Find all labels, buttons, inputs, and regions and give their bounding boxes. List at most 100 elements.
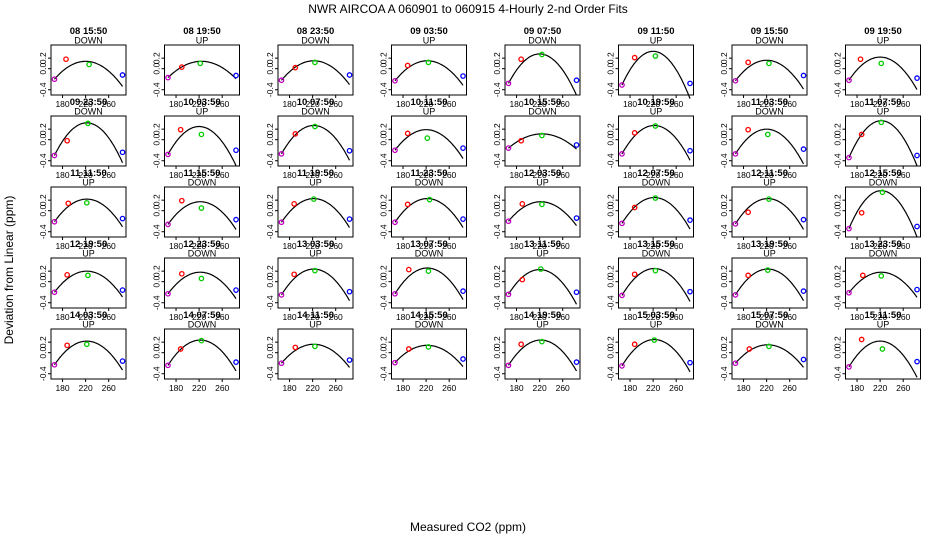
data-point-cal-mid2 [652, 267, 659, 274]
y-tick-label: 0.0 [265, 63, 275, 75]
y-tick-label: 0.2 [606, 52, 616, 64]
x-tick-label: 220 [419, 99, 433, 109]
data-point-cal-high [346, 72, 353, 78]
y-tick-label: 0.2 [492, 194, 502, 206]
x-tick-label: 260 [783, 170, 797, 180]
panel-frame [50, 186, 127, 238]
panel-title: 09 03:50 [410, 26, 448, 37]
panel-frame [391, 328, 467, 380]
data-point-cal-low [732, 360, 739, 367]
x-tick-label: 260 [783, 383, 797, 393]
x-tick-label: 260 [896, 383, 910, 393]
panel-frame [731, 186, 808, 238]
panel-frame [277, 44, 354, 96]
y-tick-label: 0.0 [265, 134, 275, 146]
panel-title: 13 11:50 [524, 239, 561, 250]
x-tick-label: 220 [646, 312, 660, 322]
x-tick-label: 180 [736, 312, 750, 322]
x-tick-label: 220 [873, 241, 887, 251]
x-tick-label: 180 [282, 99, 296, 109]
panel-title: 15 03:50 [637, 310, 675, 321]
panel-frame [618, 257, 694, 309]
x-tick-label: 220 [306, 99, 320, 109]
panel-direction-label: DOWN [188, 249, 217, 259]
y-tick-label: 0.2 [833, 52, 843, 64]
x-tick-label: 180 [282, 312, 296, 322]
data-point-cal-low [51, 152, 58, 159]
data-point-cal-low [732, 151, 739, 157]
x-tick-label: 220 [873, 99, 887, 109]
data-point-cal-mid2 [652, 123, 659, 129]
panel-title: 15 11:50 [865, 310, 902, 321]
panel-frame [618, 186, 694, 238]
x-tick-label: 180 [736, 170, 750, 180]
data-point-cal-high [119, 358, 126, 364]
fit-curve [280, 124, 351, 161]
panel-direction-label: UP [536, 249, 549, 259]
x-tick-label: 260 [556, 383, 570, 393]
y-tick-label: 0.2 [492, 336, 502, 348]
panel-direction-label: DOWN [642, 249, 671, 259]
y-tick-label: -0.4 [606, 82, 616, 97]
y-tick-label: -0.4 [833, 295, 843, 310]
panel-direction-label: DOWN [755, 107, 784, 117]
x-tick-label: 180 [623, 383, 637, 393]
x-tick-label: 260 [102, 241, 116, 251]
data-point-cal-low [165, 74, 171, 81]
data-point-cal-low [51, 76, 58, 83]
panel-frame [504, 328, 581, 380]
y-tick-label: -0.4 [265, 153, 275, 168]
data-point-cal-low [392, 290, 398, 297]
y-tick-label: -0.4 [833, 366, 843, 381]
fit-curve [53, 122, 124, 164]
data-point-cal-mid2 [312, 343, 318, 350]
data-point-cal-mid1 [405, 266, 412, 273]
y-tick-label: -0.4 [379, 224, 389, 239]
y-tick-label: -0.4 [38, 153, 48, 168]
y-tick-label: 0.2 [492, 123, 502, 135]
y-tick-label: 0.0 [833, 276, 843, 288]
chart-title: NWR AIRCOA A 060901 to 060915 4-Hourly 2… [308, 2, 628, 16]
data-point-cal-mid2 [651, 337, 658, 343]
x-tick-label: 260 [329, 241, 343, 251]
panel-direction-label: UP [536, 320, 549, 330]
x-tick-label: 260 [215, 241, 229, 251]
data-point-cal-high [119, 287, 126, 293]
data-point-cal-mid1 [63, 56, 69, 63]
fit-curve [167, 271, 237, 300]
panel-direction-label: DOWN [642, 178, 671, 188]
x-tick-label: 220 [192, 170, 206, 180]
data-point-cal-high [233, 72, 239, 79]
fit-curve [848, 271, 918, 298]
panel-frame [50, 257, 127, 309]
data-point-cal-mid1 [404, 62, 411, 69]
fit-curve [54, 270, 123, 298]
x-tick-label: 180 [169, 383, 183, 393]
data-point-cal-mid1 [746, 346, 753, 352]
x-tick-label: 220 [646, 170, 660, 180]
panel-direction-label: UP [423, 107, 436, 117]
fit-curve [54, 60, 123, 87]
fit-curve [507, 269, 578, 305]
data-point-cal-low [278, 360, 285, 367]
panel-frame [845, 186, 921, 238]
data-point-cal-low [846, 225, 852, 232]
data-point-cal-mid1 [65, 200, 72, 207]
x-tick-label: 220 [306, 170, 320, 180]
x-axis-label: Measured CO2 (ppm) [410, 520, 526, 534]
y-tick-label: 0.0 [492, 276, 502, 288]
panel-title: 12 15:50 [864, 168, 902, 179]
data-point-cal-mid2 [198, 337, 205, 344]
data-point-cal-high [460, 288, 466, 295]
data-point-cal-high [914, 152, 920, 159]
data-point-cal-high [346, 357, 353, 363]
data-point-cal-high [573, 215, 580, 221]
x-tick-label: 260 [896, 170, 910, 180]
panel-title: 10 19:50 [637, 97, 675, 108]
